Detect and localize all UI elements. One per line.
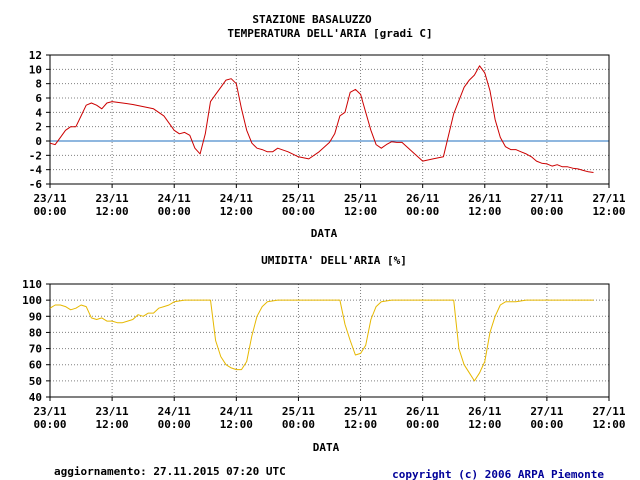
temperature-xtick-time: 00:00: [406, 205, 439, 218]
humidity-ytick-label: 80: [29, 326, 42, 339]
humidity-xtick-date: 25/11: [344, 405, 377, 418]
humidity-ytick-label: 50: [29, 375, 42, 388]
humidity-xtick-time: 00:00: [282, 418, 315, 431]
temperature-chart-title: TEMPERATURA DELL'ARIA [gradi C]: [227, 27, 432, 40]
temperature-xtick-date: 24/11: [220, 192, 253, 205]
temperature-xtick-time: 00:00: [282, 205, 315, 218]
humidity-ytick-label: 40: [29, 391, 42, 404]
temperature-ytick-label: 4: [35, 106, 42, 119]
humidity-xtick-time: 12:00: [592, 418, 625, 431]
humidity-xtick-date: 27/11: [592, 405, 625, 418]
humidity-ytick-label: 90: [29, 310, 42, 323]
temperature-ytick-label: 12: [29, 49, 42, 62]
temperature-xtick-date: 23/11: [96, 192, 129, 205]
temperature-ytick-label: 6: [35, 92, 42, 105]
humidity-xtick-date: 25/11: [282, 405, 315, 418]
humidity-ytick-label: 100: [22, 294, 42, 307]
humidity-xtick-time: 12:00: [344, 418, 377, 431]
temperature-xtick-time: 00:00: [530, 205, 563, 218]
temperature-xtick-date: 27/11: [530, 192, 563, 205]
temperature-xtick-date: 26/11: [406, 192, 439, 205]
humidity-chart-title: UMIDITA' DELL'ARIA [%]: [261, 254, 407, 267]
temperature-xtick-time: 12:00: [468, 205, 501, 218]
temperature-xtick-date: 25/11: [282, 192, 315, 205]
humidity-ytick-label: 60: [29, 359, 42, 372]
temperature-xlabel: DATA: [311, 227, 338, 240]
humidity-xtick-time: 00:00: [158, 418, 191, 431]
copyright-notice: copyright (c) 2006 ARPA Piemonte: [392, 468, 604, 480]
temperature-xtick-time: 00:00: [33, 205, 66, 218]
humidity-xtick-time: 00:00: [406, 418, 439, 431]
humidity-xtick-date: 26/11: [406, 405, 439, 418]
temperature-xtick-time: 12:00: [96, 205, 129, 218]
humidity-ytick-label: 70: [29, 343, 42, 356]
humidity-xtick-date: 26/11: [468, 405, 501, 418]
humidity-chart: UMIDITA' DELL'ARIA [%] DATA 110 100 90 80 70…: [22, 254, 626, 454]
humidity-xtick-date: 23/11: [33, 405, 66, 418]
humidity-xtick-time: 00:00: [33, 418, 66, 431]
humidity-xlabel: DATA: [313, 441, 340, 454]
temperature-ytick-label: -6: [29, 178, 43, 191]
humidity-ytick-label: 110: [22, 278, 42, 291]
humidity-xtick-date: 24/11: [220, 405, 253, 418]
temperature-xtick-date: 26/11: [468, 192, 501, 205]
temperature-xtick-date: 27/11: [592, 192, 625, 205]
temperature-xtick-date: 25/11: [344, 192, 377, 205]
humidity-series-line: [49, 299, 594, 382]
humidity-xtick-time: 12:00: [220, 418, 253, 431]
temperature-ytick-label: 2: [35, 121, 42, 134]
humidity-plot-frame: [49, 283, 610, 398]
temperature-ytick-label: -2: [29, 149, 42, 162]
humidity-xtick-time: 12:00: [96, 418, 129, 431]
temperature-plot-frame: [49, 54, 610, 185]
humidity-xtick-date: 27/11: [530, 405, 563, 418]
humidity-xtick-time: 12:00: [468, 418, 501, 431]
temperature-chart: TEMPERATURA DELL'ARIA [gradi C] DATA 121…: [29, 27, 626, 240]
update-timestamp: aggiornamento: 27.11.2015 07:20 UTC: [54, 465, 286, 478]
temperature-xtick-date: 23/11: [33, 192, 66, 205]
humidity-xtick-date: 23/11: [96, 405, 129, 418]
temperature-xtick-time: 12:00: [220, 205, 253, 218]
humidity-xtick-time: 00:00: [530, 418, 563, 431]
temperature-xtick-time: 00:00: [158, 205, 191, 218]
temperature-xtick-time: 12:00: [592, 205, 625, 218]
humidity-xtick-date: 24/11: [158, 405, 191, 418]
temperature-ytick-label: 8: [35, 78, 42, 91]
temperature-series-line: [49, 65, 594, 173]
temperature-xtick-time: 12:00: [344, 205, 377, 218]
temperature-ytick-label: 10: [29, 63, 42, 76]
temperature-ytick-label: -4: [29, 164, 43, 177]
temperature-ytick-label: 0: [35, 135, 42, 148]
station-title: STAZIONE BASALUZZO: [252, 13, 372, 26]
temperature-xtick-date: 24/11: [158, 192, 191, 205]
